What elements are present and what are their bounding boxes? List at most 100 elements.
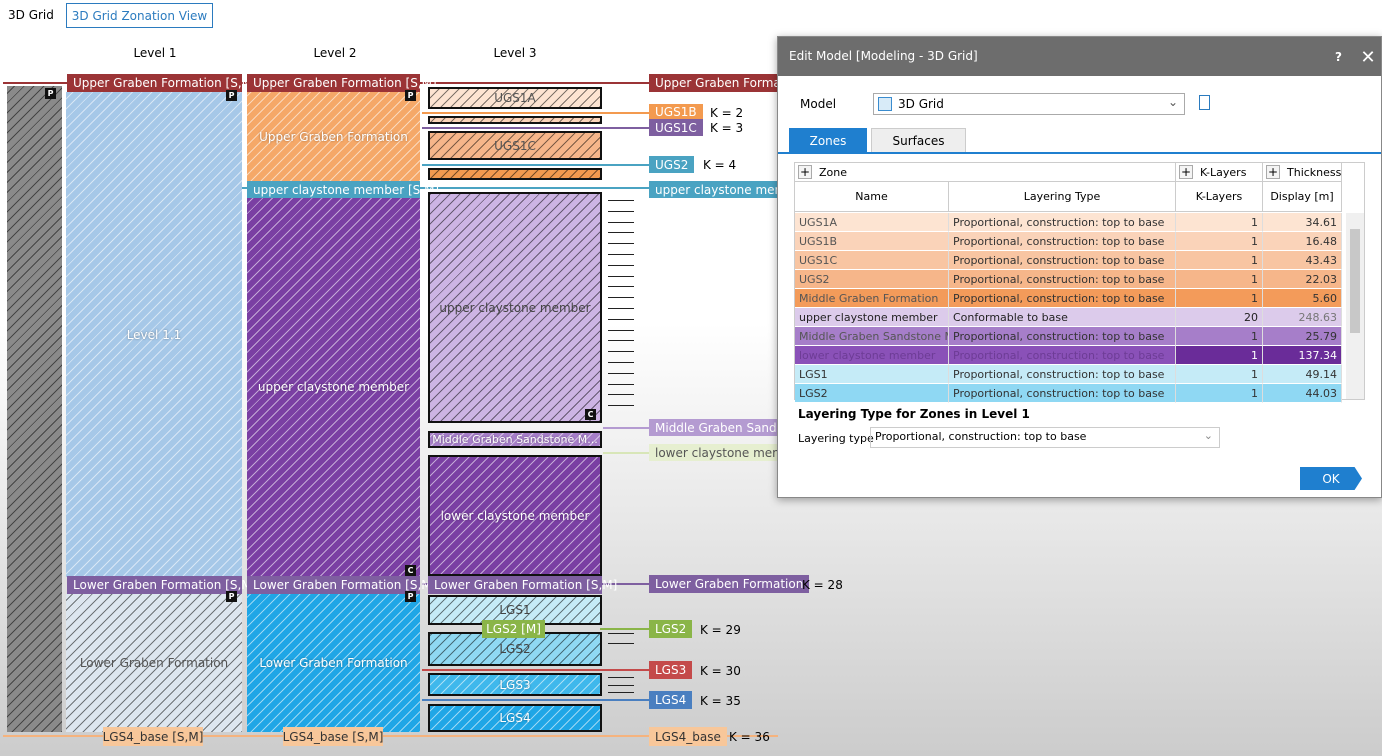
table-cell: upper claystone member	[795, 308, 949, 327]
table-cell: 34.61	[1263, 213, 1342, 232]
k-layer-tick	[608, 643, 634, 644]
k-layer-tick	[608, 286, 634, 288]
surface-line	[422, 164, 652, 166]
ok-button[interactable]: OK	[1300, 467, 1362, 490]
zone-block: LGS3	[428, 673, 602, 696]
table-cell: UGS1C	[795, 251, 949, 270]
table-cell: UGS2	[795, 270, 949, 289]
zone-block: LGS4	[428, 704, 602, 732]
zone-block: lower claystone member	[428, 455, 602, 576]
k-layer-tick	[608, 210, 634, 212]
surface-line	[3, 735, 778, 737]
group-header: Thickness	[1263, 163, 1342, 182]
table-cell: Middle Graben Sandstone M...	[795, 327, 949, 346]
surface-header: Lower Graben Formation [S,M]	[428, 576, 617, 594]
zone-block: Level 1.1	[66, 92, 242, 577]
surface-header: Lower Graben Formation [S,M]	[247, 576, 436, 594]
marker: P	[45, 88, 56, 99]
table-cell: 1	[1176, 346, 1263, 365]
label: Layering type	[798, 432, 874, 445]
surface-label: upper claystone member	[649, 181, 777, 198]
surface-label: Lower Graben Formation	[649, 575, 810, 593]
tab[interactable]: 3D Grid	[8, 8, 54, 22]
table-cell: 1	[1176, 251, 1263, 270]
table-cell: LGS1	[795, 365, 949, 384]
table-cell: UGS1A	[795, 213, 949, 232]
surface-label: Middle Graben Sandstone	[649, 419, 777, 436]
k-layer-tick	[608, 633, 634, 634]
zone-block: Lower Graben Formation	[66, 594, 242, 732]
surface-line	[422, 127, 652, 129]
scroll-thumb	[1350, 229, 1360, 333]
zone-block	[428, 168, 602, 180]
plus-button: +	[798, 165, 812, 179]
icon[interactable]	[1199, 95, 1210, 110]
column-header: Layering Type	[949, 182, 1176, 212]
dialog: Edit Model [Modeling - 3D Grid] ? ✕ Mode…	[777, 36, 1382, 498]
group-header: Zone	[795, 163, 1176, 182]
surface-label: LGS3	[649, 661, 693, 679]
surface-label: LGS4	[649, 691, 693, 709]
zone-block: Lower Graben Formation	[247, 594, 420, 732]
surface-label: UGS1C	[649, 119, 703, 136]
table-cell: Proportional, construction: top to base	[949, 365, 1176, 384]
k-layer-tick	[608, 329, 634, 331]
level-title: Level 1	[133, 46, 177, 60]
table-cell: 25.79	[1263, 327, 1342, 346]
k-layer-tick	[608, 275, 634, 277]
title-bar	[778, 37, 1381, 76]
marker: C	[585, 409, 596, 420]
surface-line	[600, 628, 652, 630]
k-label: K = 3	[710, 121, 744, 135]
surface-line	[422, 112, 652, 114]
surface-label: UGS1B	[649, 104, 703, 120]
tab-rule	[778, 152, 1381, 154]
table-cell: Middle Graben Formation	[795, 289, 949, 308]
model-select[interactable]: 3D Grid ⌄	[873, 93, 1185, 115]
surface-label: LGS4_base [S,M]	[103, 727, 203, 746]
table-cell: 44.03	[1263, 384, 1342, 403]
surface-label: lower claystone member	[649, 444, 777, 461]
table-cell: 16.48	[1263, 232, 1342, 251]
surface-header: Upper Graben Formation [S,M]	[247, 74, 437, 92]
select-value: 3D Grid	[898, 97, 944, 111]
surface-label: LGS2	[649, 620, 693, 638]
surface-label: LGS2 [M]	[482, 620, 545, 638]
tab-active[interactable]: 3D Grid Zonation View	[66, 3, 213, 28]
table-cell: 137.34	[1263, 346, 1342, 365]
table-cell: UGS1B	[795, 232, 949, 251]
k-layer-tick	[608, 200, 634, 201]
group-header: K-Layers	[1176, 163, 1263, 182]
k-layer-tick	[608, 318, 634, 320]
k-label: K = 4	[703, 158, 737, 172]
zone-block: upper claystone member	[428, 192, 602, 423]
column-header: Name	[795, 182, 949, 212]
close-button[interactable]: ✕	[1360, 49, 1376, 65]
k-layer-tick	[608, 232, 634, 234]
k-label: K = 2	[710, 106, 744, 120]
k-layer-tick	[608, 243, 634, 245]
k-layer-tick	[608, 221, 634, 223]
surface-line	[422, 699, 652, 701]
plus-button: +	[1179, 165, 1193, 179]
tab[interactable]: Surfaces	[871, 128, 966, 153]
help-button[interactable]: ?	[1335, 50, 1342, 64]
table-cell: 248.63	[1263, 308, 1342, 327]
surface-line	[603, 427, 653, 429]
surface-line	[422, 669, 652, 671]
marker: P	[405, 591, 416, 602]
k-layer-tick	[608, 340, 634, 342]
zone-block: UGS1A	[428, 87, 602, 109]
table-cell: 49.14	[1263, 365, 1342, 384]
chevron: ⌄	[1203, 429, 1213, 442]
table-cell: 43.43	[1263, 251, 1342, 270]
layering-select[interactable]: Proportional, construction: top to base ⌄	[870, 427, 1220, 448]
column-header: K-Layers	[1176, 182, 1263, 212]
k-label: K = 29	[700, 623, 741, 637]
k-label: K = 30	[700, 664, 741, 678]
zone-block: upper claystone member	[247, 198, 420, 576]
table-cell: 1	[1176, 289, 1263, 308]
k-layer-tick	[608, 383, 634, 385]
tab-active[interactable]: Zones	[789, 128, 867, 153]
